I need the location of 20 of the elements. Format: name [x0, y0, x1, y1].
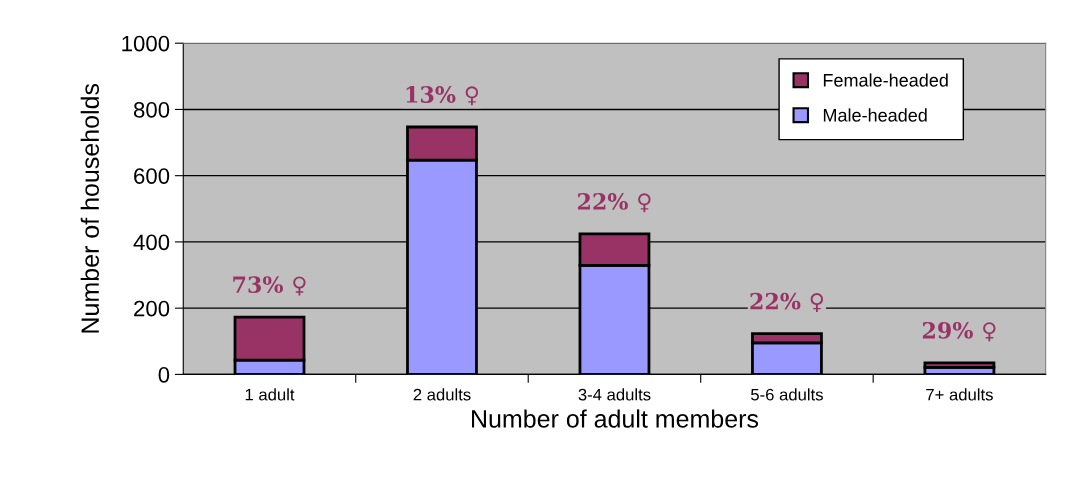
- annotation: 22% ♀: [577, 193, 651, 213]
- x-tick-label: 1 adult: [245, 388, 295, 401]
- y-tick-label: 1000: [122, 35, 170, 52]
- y-tick-label: 400: [133, 234, 170, 251]
- y-axis-title: Number of households: [80, 83, 100, 333]
- annotation: 13% ♀: [406, 86, 479, 106]
- y-tick-label: 200: [134, 300, 170, 317]
- y-tick-label: 800: [133, 101, 170, 118]
- annotation: 73% ♀: [233, 276, 306, 296]
- y-tick-label: 0: [158, 366, 170, 383]
- x-axis-title: Number of adult members: [472, 409, 759, 428]
- annotation: 29% ♀: [922, 321, 996, 342]
- x-tick-label: 2 adults: [413, 388, 471, 401]
- y-tick-label: 600: [134, 168, 170, 184]
- annotation: 22% ♀: [750, 292, 824, 313]
- x-tick-label: 7+ adults: [926, 388, 993, 401]
- x-tick-label: 3-4 adults: [578, 388, 651, 401]
- x-tick-label: 5-6 adults: [751, 388, 823, 401]
- legend-label: Female-headed: [823, 73, 948, 87]
- legend-label: Male-headed: [823, 108, 927, 122]
